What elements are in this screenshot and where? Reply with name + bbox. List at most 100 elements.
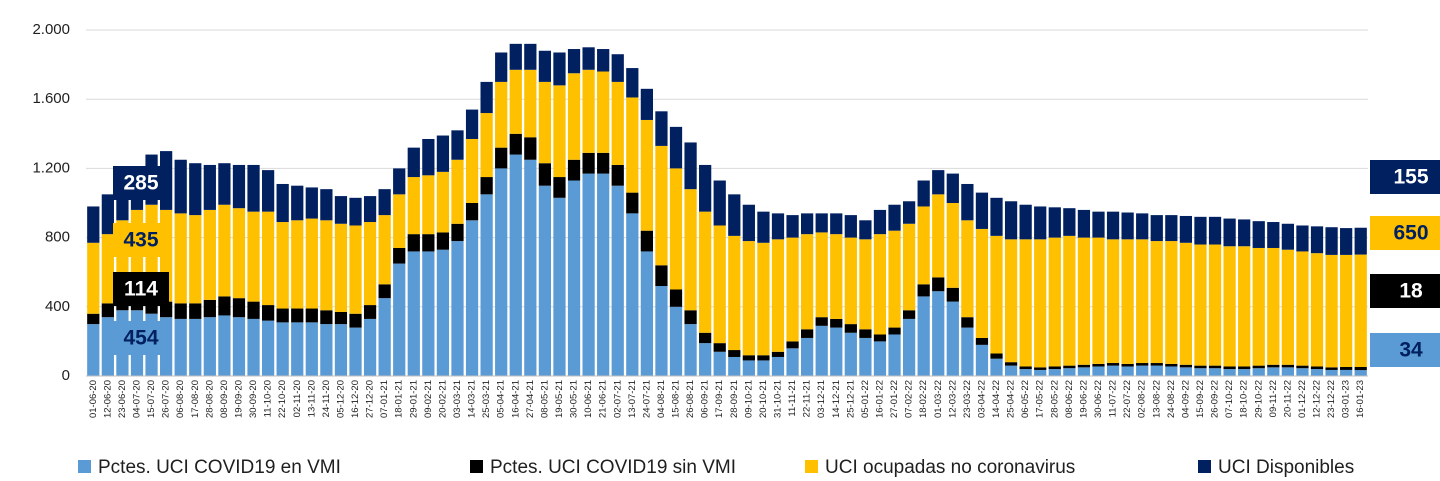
- x-tick-label: 20-10-21: [758, 380, 769, 418]
- bar-segment: [830, 318, 843, 328]
- bar-segment: [1310, 366, 1324, 370]
- bar-segment: [1310, 369, 1324, 376]
- bar-segment: [422, 234, 435, 252]
- bar-segment: [407, 177, 420, 235]
- bar-segment: [1150, 365, 1163, 376]
- x-tick-label: 16-01-23: [1355, 380, 1366, 418]
- bar-segment: [771, 351, 785, 357]
- x-tick-label: 05-04-21: [496, 380, 507, 418]
- bar-segment: [1106, 239, 1120, 364]
- bar-segment: [87, 242, 100, 314]
- bar-segment: [1340, 228, 1353, 255]
- bar-segment: [480, 113, 493, 178]
- bar-segment: [699, 164, 712, 212]
- legend-label: UCI Disponibles: [1218, 457, 1354, 478]
- x-tick-label: 26-08-21: [685, 380, 696, 418]
- bar-segment: [567, 180, 581, 376]
- bar-segment: [334, 311, 348, 325]
- x-tick-label: 23-12-22: [1326, 380, 1337, 418]
- bar-segment: [1267, 364, 1280, 368]
- bar-segment: [902, 318, 916, 376]
- bar-segment: [407, 251, 420, 376]
- bar-segment: [815, 213, 828, 233]
- bar-segment: [669, 126, 683, 169]
- bar-segment: [1340, 254, 1353, 368]
- bar-segment: [684, 324, 697, 376]
- callout-box: [1370, 216, 1440, 250]
- bar-segment: [1179, 364, 1193, 368]
- x-tick-label: 08-09-20: [219, 380, 230, 418]
- bar-segment: [801, 213, 814, 235]
- bar-segment: [1150, 215, 1163, 242]
- bar-segment: [232, 298, 246, 318]
- bar-segment: [990, 235, 1003, 354]
- bar-segment: [684, 142, 697, 190]
- bar-segment: [495, 52, 508, 82]
- bar-segment: [611, 185, 624, 376]
- bar-segment: [917, 206, 930, 285]
- bar-segment: [1092, 211, 1105, 238]
- bar-segment: [640, 251, 653, 376]
- bar-segment: [1340, 369, 1353, 376]
- x-tick-label: 23-03-22: [962, 380, 973, 418]
- bar-segment: [917, 296, 930, 376]
- bar-segment: [757, 360, 770, 376]
- bar-segment: [757, 242, 770, 356]
- x-tick-label: 07-02-22: [904, 380, 915, 418]
- bar-segment: [1252, 368, 1265, 376]
- bar-segment: [1077, 367, 1091, 376]
- y-tick-label: 1.200: [32, 159, 70, 176]
- bar-segment: [1019, 239, 1032, 367]
- callout-label: 650: [1393, 222, 1428, 245]
- bar-segment: [917, 284, 930, 297]
- x-tick-label: 24-08-22: [1166, 380, 1177, 418]
- bar-segment: [771, 213, 785, 240]
- bar-segment: [1208, 216, 1222, 245]
- bar-segment: [261, 305, 275, 321]
- bar-segment: [801, 234, 814, 330]
- bar-segment: [713, 343, 726, 352]
- bar-segment: [582, 47, 595, 70]
- bar-segment: [902, 201, 916, 224]
- bar-segment: [291, 308, 304, 323]
- bar-segment: [786, 348, 799, 376]
- bar-segment: [699, 332, 712, 344]
- x-tick-label: 06-08-20: [175, 380, 186, 418]
- bar-segment: [757, 211, 770, 243]
- bar-segment: [844, 215, 857, 238]
- bar-segment: [407, 147, 420, 178]
- bar-segment: [597, 152, 610, 174]
- bar-segment: [1092, 366, 1105, 376]
- x-tick-label: 26-09-22: [1210, 380, 1221, 418]
- bar-segment: [232, 164, 246, 209]
- bar-segment: [1077, 364, 1091, 368]
- bar-segment: [378, 215, 391, 285]
- x-tick-label: 15-09-22: [1195, 380, 1206, 418]
- x-tick-label: 04-09-22: [1180, 380, 1191, 418]
- bar-segment: [378, 284, 391, 299]
- bar-segment: [1208, 368, 1222, 376]
- bar-segment: [626, 192, 639, 214]
- x-tick-label: 18-10-22: [1239, 380, 1250, 418]
- bar-segment: [174, 159, 187, 214]
- bar-segment: [626, 97, 639, 193]
- x-tick-label: 27-12-20: [365, 380, 376, 418]
- bar-segment: [480, 177, 493, 195]
- bar-segment: [873, 234, 887, 335]
- bar-segment: [888, 334, 901, 376]
- bar-segment: [830, 327, 843, 376]
- x-tick-label: 11-10-20: [263, 380, 274, 417]
- bar-segment: [1034, 239, 1047, 368]
- bar-segment: [349, 313, 362, 328]
- callout-label: 18: [1399, 280, 1423, 303]
- bar-segment: [567, 49, 581, 74]
- bar-segment: [1004, 365, 1018, 376]
- bar-segment: [174, 213, 187, 304]
- legend-label: Pctes. UCI COVID19 sin VMI: [490, 457, 736, 478]
- x-tick-label: 16-04-21: [510, 380, 521, 418]
- bar-segment: [509, 133, 522, 155]
- bar-segment: [771, 239, 785, 352]
- x-tick-label: 04-07-20: [132, 380, 143, 418]
- callout-label: 435: [123, 229, 158, 252]
- bar-segment: [902, 310, 916, 319]
